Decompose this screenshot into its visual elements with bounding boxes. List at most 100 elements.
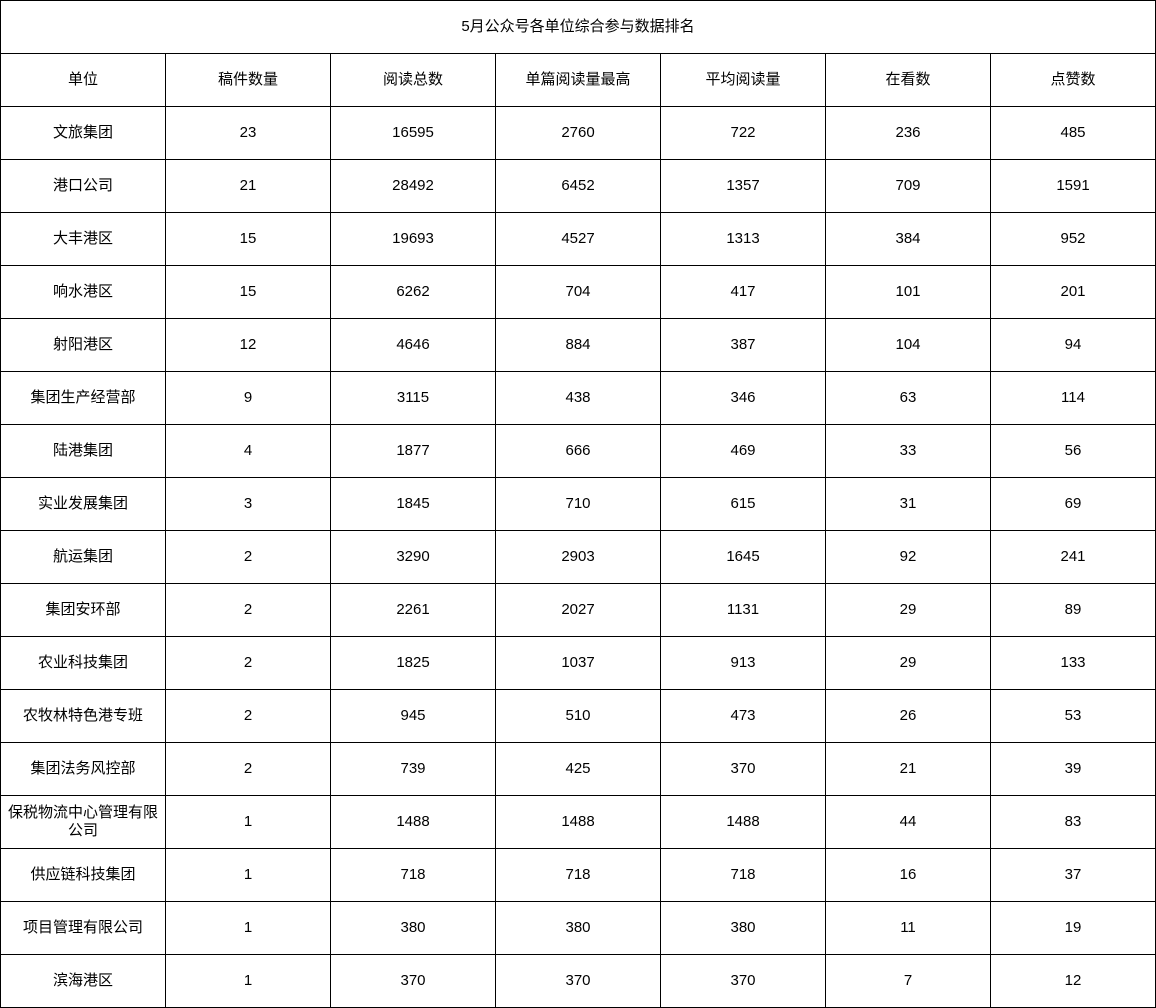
unit-name-cell: 农牧林特色港专班 bbox=[0, 689, 166, 743]
value-cell: 704 bbox=[495, 265, 661, 319]
table-row: 农牧林特色港专班 2 945 510 473 26 53 bbox=[0, 689, 1156, 743]
value-cell: 19 bbox=[989, 901, 1156, 955]
value-cell: 2261 bbox=[330, 583, 496, 637]
value-cell: 3115 bbox=[330, 371, 496, 425]
unit-name-cell: 文旅集团 bbox=[0, 106, 166, 160]
value-cell: 710 bbox=[495, 477, 661, 531]
unit-name-cell: 项目管理有限公司 bbox=[0, 901, 166, 955]
value-cell: 2 bbox=[165, 742, 331, 796]
value-cell: 114 bbox=[989, 371, 1156, 425]
header-row: 单位 稿件数量 阅读总数 单篇阅读量最高 平均阅读量 在看数 点赞数 bbox=[0, 53, 1156, 107]
value-cell: 12 bbox=[989, 954, 1156, 1008]
table-row: 陆港集团 4 1877 666 469 33 56 bbox=[0, 424, 1156, 478]
value-cell: 15 bbox=[165, 265, 331, 319]
table-row: 响水港区 15 6262 704 417 101 201 bbox=[0, 265, 1156, 319]
value-cell: 510 bbox=[495, 689, 661, 743]
value-cell: 33 bbox=[825, 424, 991, 478]
value-cell: 44 bbox=[825, 795, 991, 849]
unit-name-cell: 陆港集团 bbox=[0, 424, 166, 478]
table-row: 集团安环部 2 2261 2027 1131 29 89 bbox=[0, 583, 1156, 637]
value-cell: 1488 bbox=[660, 795, 826, 849]
value-cell: 2 bbox=[165, 689, 331, 743]
column-header: 稿件数量 bbox=[165, 53, 331, 107]
table-title: 5月公众号各单位综合参与数据排名 bbox=[0, 0, 1156, 54]
value-cell: 469 bbox=[660, 424, 826, 478]
value-cell: 7 bbox=[825, 954, 991, 1008]
value-cell: 23 bbox=[165, 106, 331, 160]
value-cell: 21 bbox=[825, 742, 991, 796]
value-cell: 473 bbox=[660, 689, 826, 743]
value-cell: 952 bbox=[989, 212, 1156, 266]
table-row: 文旅集团 23 16595 2760 722 236 485 bbox=[0, 106, 1156, 160]
table-row: 射阳港区 12 4646 884 387 104 94 bbox=[0, 318, 1156, 372]
value-cell: 709 bbox=[825, 159, 991, 213]
table-row: 农业科技集团 2 1825 1037 913 29 133 bbox=[0, 636, 1156, 690]
value-cell: 16595 bbox=[330, 106, 496, 160]
value-cell: 380 bbox=[495, 901, 661, 955]
value-cell: 31 bbox=[825, 477, 991, 531]
table-row: 港口公司 21 28492 6452 1357 709 1591 bbox=[0, 159, 1156, 213]
value-cell: 29 bbox=[825, 583, 991, 637]
value-cell: 722 bbox=[660, 106, 826, 160]
value-cell: 101 bbox=[825, 265, 991, 319]
column-header: 点赞数 bbox=[989, 53, 1156, 107]
value-cell: 718 bbox=[495, 848, 661, 902]
value-cell: 1645 bbox=[660, 530, 826, 584]
value-cell: 1845 bbox=[330, 477, 496, 531]
value-cell: 384 bbox=[825, 212, 991, 266]
value-cell: 718 bbox=[660, 848, 826, 902]
value-cell: 133 bbox=[989, 636, 1156, 690]
unit-name-cell: 集团法务风控部 bbox=[0, 742, 166, 796]
value-cell: 63 bbox=[825, 371, 991, 425]
value-cell: 104 bbox=[825, 318, 991, 372]
value-cell: 39 bbox=[989, 742, 1156, 796]
value-cell: 485 bbox=[989, 106, 1156, 160]
unit-name-cell: 滨海港区 bbox=[0, 954, 166, 1008]
value-cell: 1591 bbox=[989, 159, 1156, 213]
value-cell: 1877 bbox=[330, 424, 496, 478]
value-cell: 69 bbox=[989, 477, 1156, 531]
unit-name-cell: 大丰港区 bbox=[0, 212, 166, 266]
unit-name-cell: 航运集团 bbox=[0, 530, 166, 584]
value-cell: 417 bbox=[660, 265, 826, 319]
value-cell: 884 bbox=[495, 318, 661, 372]
column-header: 阅读总数 bbox=[330, 53, 496, 107]
value-cell: 6262 bbox=[330, 265, 496, 319]
value-cell: 1313 bbox=[660, 212, 826, 266]
unit-name-cell: 港口公司 bbox=[0, 159, 166, 213]
unit-name-cell: 农业科技集团 bbox=[0, 636, 166, 690]
value-cell: 1131 bbox=[660, 583, 826, 637]
value-cell: 37 bbox=[989, 848, 1156, 902]
value-cell: 6452 bbox=[495, 159, 661, 213]
value-cell: 2760 bbox=[495, 106, 661, 160]
value-cell: 2 bbox=[165, 636, 331, 690]
value-cell: 1 bbox=[165, 954, 331, 1008]
value-cell: 370 bbox=[330, 954, 496, 1008]
value-cell: 370 bbox=[495, 954, 661, 1008]
value-cell: 83 bbox=[989, 795, 1156, 849]
value-cell: 2 bbox=[165, 530, 331, 584]
table-row: 航运集团 2 3290 2903 1645 92 241 bbox=[0, 530, 1156, 584]
value-cell: 21 bbox=[165, 159, 331, 213]
unit-name-cell: 供应链科技集团 bbox=[0, 848, 166, 902]
value-cell: 11 bbox=[825, 901, 991, 955]
table-row: 滨海港区 1 370 370 370 7 12 bbox=[0, 954, 1156, 1008]
value-cell: 438 bbox=[495, 371, 661, 425]
unit-name-cell: 射阳港区 bbox=[0, 318, 166, 372]
value-cell: 4 bbox=[165, 424, 331, 478]
value-cell: 615 bbox=[660, 477, 826, 531]
value-cell: 236 bbox=[825, 106, 991, 160]
value-cell: 1 bbox=[165, 901, 331, 955]
table-row: 项目管理有限公司 1 380 380 380 11 19 bbox=[0, 901, 1156, 955]
value-cell: 3290 bbox=[330, 530, 496, 584]
value-cell: 346 bbox=[660, 371, 826, 425]
unit-name-cell: 集团生产经营部 bbox=[0, 371, 166, 425]
value-cell: 26 bbox=[825, 689, 991, 743]
unit-name-cell: 集团安环部 bbox=[0, 583, 166, 637]
value-cell: 739 bbox=[330, 742, 496, 796]
value-cell: 92 bbox=[825, 530, 991, 584]
value-cell: 16 bbox=[825, 848, 991, 902]
value-cell: 53 bbox=[989, 689, 1156, 743]
value-cell: 89 bbox=[989, 583, 1156, 637]
